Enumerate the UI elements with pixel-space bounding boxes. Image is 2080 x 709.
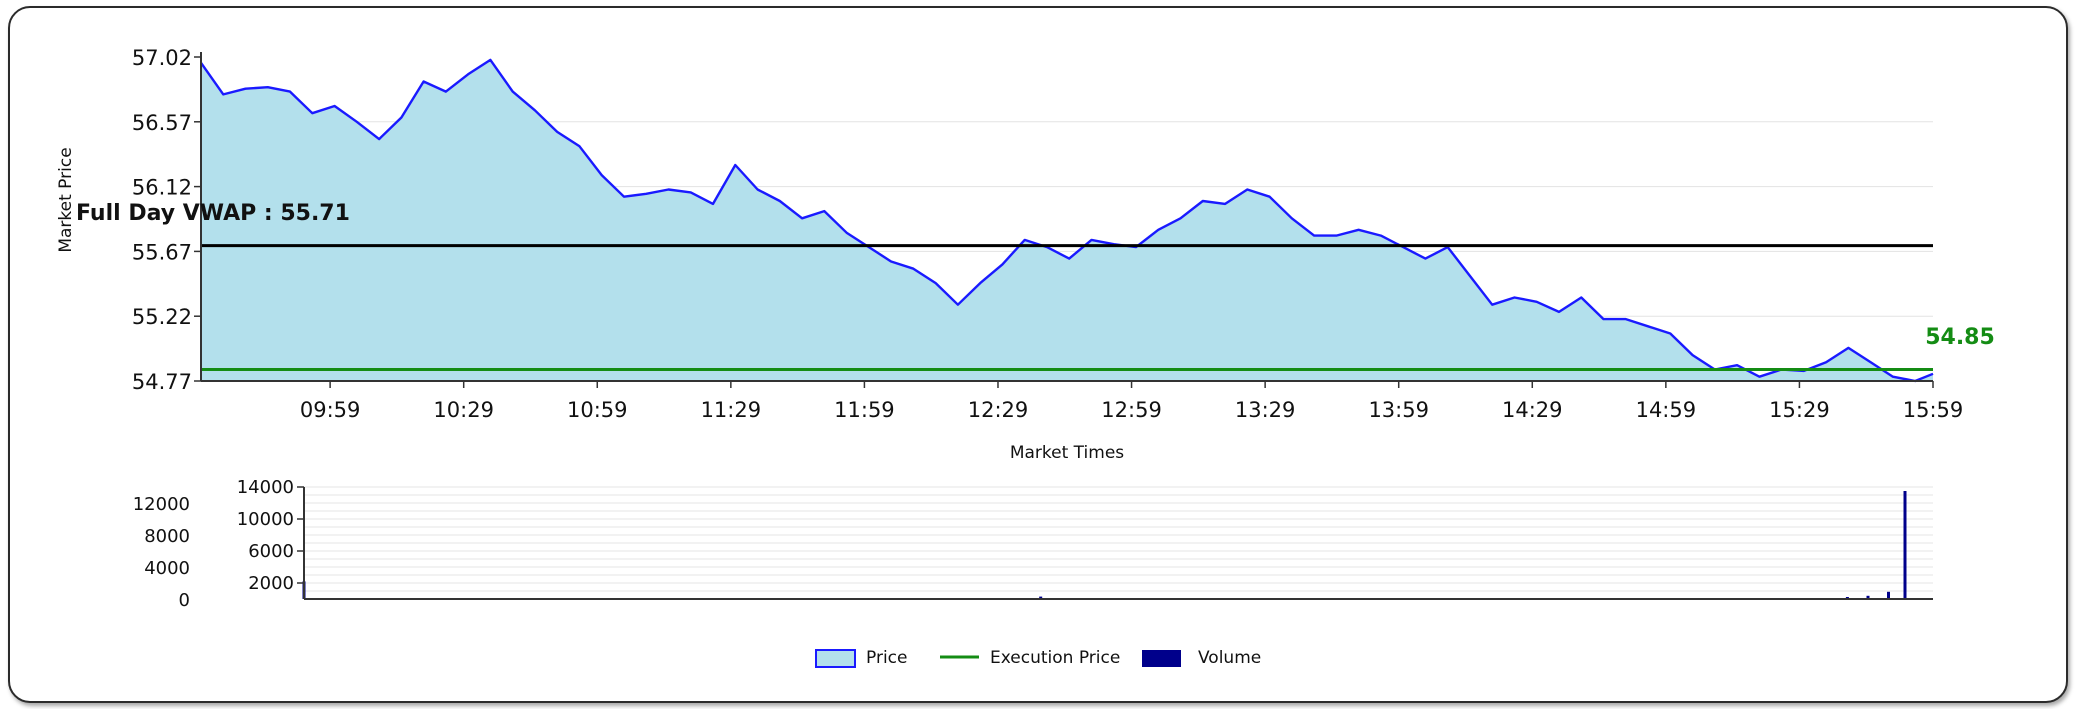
price-y-tick-label: 56.12 (132, 176, 192, 200)
price-x-tick-label: 12:29 (968, 398, 1029, 422)
price-area (201, 59, 1933, 382)
volume-y-tick-label: 12000 (133, 494, 190, 515)
volume-y-tick-label: 4000 (144, 558, 190, 579)
price-x-tick-label: 10:29 (433, 398, 494, 422)
price-y-tick-label: 55.22 (132, 305, 192, 329)
legend-label-execution-price: Execution Price (990, 648, 1120, 668)
volume-y-tick-label: 14000 (237, 477, 294, 498)
price-x-tick-label: 14:29 (1502, 398, 1563, 422)
volume-bar (1887, 591, 1890, 599)
volume-y-tick-label: 8000 (144, 526, 190, 547)
price-y-tick-label: 57.02 (132, 46, 192, 70)
volume-grid (304, 486, 1933, 592)
price-x-tick-label: 14:59 (1636, 398, 1697, 422)
legend-label-price: Price (866, 648, 907, 668)
volume-y-tick-label: 0 (179, 590, 190, 611)
y-axis-label: Market Price (56, 147, 76, 252)
price-x-tick-label: 13:29 (1235, 398, 1296, 422)
volume-y-ticks: 14000 10000 6000 2000 12000 8000 4000 0 (133, 477, 304, 611)
legend-swatch-price (815, 649, 856, 668)
chart-legend: Price Execution Price Volume (815, 648, 1261, 668)
price-x-tick-label: 10:59 (567, 398, 628, 422)
price-y-tick-label: 54.77 (132, 370, 192, 394)
price-x-tick-label: 13:59 (1368, 398, 1429, 422)
volume-bar (1039, 596, 1043, 599)
price-line (200, 58, 1934, 383)
volume-y-tick-label: 2000 (248, 573, 294, 594)
legend-item-volume: Volume (1142, 648, 1261, 668)
volume-bar (1903, 491, 1907, 599)
price-y-tick-label: 55.67 (132, 240, 192, 264)
price-x-ticks: 09:59 10:29 10:59 11:29 11:59 12:29 12:59 13:29… (300, 381, 1963, 422)
volume-y-tick-label: 6000 (248, 541, 294, 562)
price-x-tick-label: 15:59 (1903, 398, 1964, 422)
price-y-tick-label: 56.57 (132, 111, 192, 135)
price-x-tick-label: 09:59 (300, 398, 361, 422)
price-y-ticks: 57.02 56.57 56.12 55.67 55.22 54.77 (132, 46, 201, 394)
legend-swatch-volume (1142, 650, 1181, 667)
price-x-tick-label: 11:29 (701, 398, 762, 422)
price-x-tick-label: 15:29 (1769, 398, 1830, 422)
x-axis-label: Market Times (1010, 443, 1124, 463)
price-x-tick-label: 12:59 (1101, 398, 1162, 422)
legend-label-volume: Volume (1198, 648, 1261, 668)
vwap-label: Full Day VWAP : 55.71 (76, 201, 350, 226)
execution-price-label: 54.85 (1925, 325, 1995, 350)
legend-item-execution-price: Execution Price (940, 648, 1120, 668)
volume-bar (1866, 595, 1870, 599)
legend-item-price: Price (815, 648, 907, 668)
volume-y-tick-label: 10000 (237, 509, 294, 530)
price-x-tick-label: 11:59 (834, 398, 895, 422)
